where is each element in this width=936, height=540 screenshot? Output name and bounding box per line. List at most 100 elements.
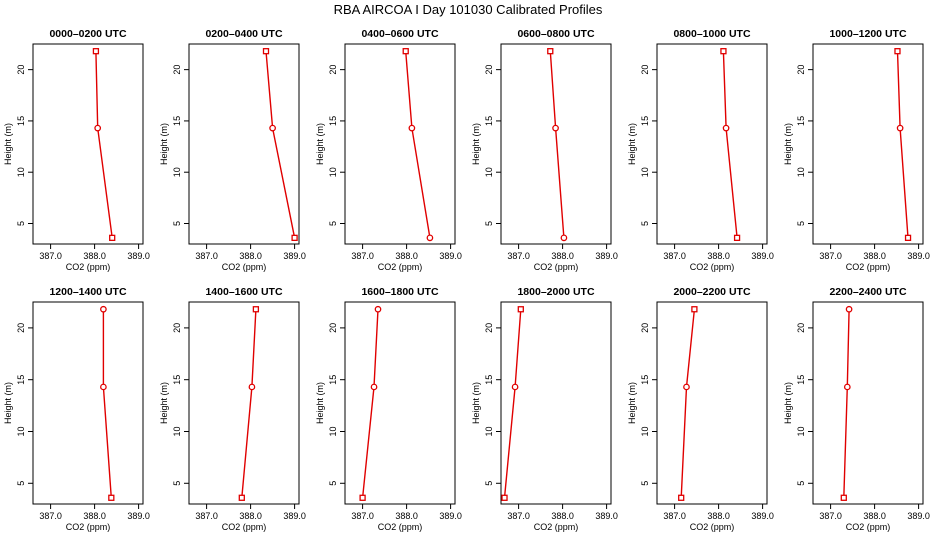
x-axis-label: CO2 (ppm) [66,522,111,532]
x-tick-label: 387.0 [39,251,62,261]
data-point [552,124,559,132]
x-tick-label: 387.0 [819,251,842,261]
y-tick-label: 10 [172,167,182,177]
y-tick-label: 10 [796,426,806,436]
panel-title: 1400–1600 UTC [205,286,282,298]
data-point [845,305,853,313]
y-axis-label: Height (m) [471,382,481,424]
x-tick-label: 389.0 [283,251,306,261]
y-tick-label: 20 [640,65,650,75]
y-tick-label: 10 [328,426,338,436]
x-tick-label: 389.0 [127,511,150,521]
data-point [894,48,901,55]
page-title: RBA AIRCOA I Day 101030 Calibrated Profi… [333,2,603,17]
y-tick-label: 15 [172,116,182,126]
x-tick-label: 388.0 [239,251,262,261]
plot-frame [32,301,144,505]
chart-panel: 1200–1400 UTC 387.0 388.0 389.0 CO2 (ppm) 5 10… [3,286,150,532]
y-tick-label: 5 [172,481,182,486]
y-tick-label: 15 [640,116,650,126]
y-tick-label: 5 [640,221,650,226]
x-tick-label: 388.0 [83,511,106,521]
y-tick-label: 5 [640,481,650,486]
panel-title: 2200–2400 UTC [829,286,906,298]
y-axis-label: Height (m) [471,123,481,165]
x-axis-label: CO2 (ppm) [534,262,579,272]
x-tick-label: 389.0 [595,251,618,261]
x-tick-label: 388.0 [83,251,106,261]
plot-frame [656,301,768,505]
data-point [359,494,366,501]
data-point [547,48,554,55]
data-point [248,383,256,391]
x-tick-label: 388.0 [551,251,574,261]
y-axis-label: Height (m) [627,123,637,165]
x-tick-label: 389.0 [907,511,930,521]
profile-line [241,309,257,498]
plot-frame [188,301,300,505]
panel-title: 1200–1400 UTC [49,286,126,298]
plot-frame [32,43,144,245]
y-tick-label: 20 [328,323,338,333]
x-axis-label: CO2 (ppm) [846,262,891,272]
plot-frame [500,43,612,245]
data-point [678,494,685,501]
y-tick-label: 20 [484,65,494,75]
x-tick-label: 388.0 [707,511,730,521]
x-tick-label: 387.0 [663,511,686,521]
data-point [722,124,730,132]
chart-panel: 1600–1800 UTC 387.0 388.0 389.0 CO2 (ppm) 5 10… [315,286,462,532]
profile-line [549,51,565,238]
y-tick-label: 15 [328,375,338,385]
profile-line [102,309,112,498]
plot-frame [344,43,456,245]
data-point [896,124,904,132]
y-tick-label: 10 [484,167,494,177]
data-point [720,48,727,55]
y-tick-label: 10 [484,426,494,436]
data-point [408,124,416,132]
y-axis-label: Height (m) [159,123,169,165]
y-tick-label: 10 [16,167,26,177]
data-point [100,383,107,391]
x-axis-label: CO2 (ppm) [378,522,423,532]
y-tick-label: 15 [484,375,494,385]
panel-title: 0600–0800 UTC [517,28,594,40]
chart-panel: 2200–2400 UTC 387.0 388.0 389.0 CO2 (ppm) 5 10… [783,286,930,532]
y-tick-label: 20 [16,323,26,333]
y-tick-label: 15 [172,375,182,385]
data-point [262,48,270,55]
y-tick-label: 10 [328,167,338,177]
y-axis-label: Height (m) [3,382,13,424]
x-tick-label: 388.0 [395,251,418,261]
x-tick-label: 387.0 [819,511,842,521]
panel-title: 1000–1200 UTC [829,28,906,40]
data-point [843,383,851,391]
data-point [402,48,409,55]
chart-panel: 0200–0400 UTC 387.0 388.0 389.0 CO2 (ppm) 5 10… [159,28,306,272]
data-point [370,383,378,391]
data-point [501,494,508,501]
y-axis-label: Height (m) [627,382,637,424]
x-tick-label: 389.0 [595,511,618,521]
x-tick-label: 387.0 [351,511,374,521]
data-point [426,234,434,242]
y-tick-label: 15 [16,375,26,385]
chart-panel: 0800–1000 UTC 387.0 388.0 389.0 CO2 (ppm) 5 10… [627,28,774,272]
x-tick-label: 388.0 [395,511,418,521]
profile-line [95,51,113,238]
y-tick-label: 5 [328,221,338,226]
x-tick-label: 388.0 [551,511,574,521]
plot-frame [188,43,300,245]
profile-line [896,51,909,238]
profile-line [361,309,379,498]
data-point [840,494,847,501]
data-point [94,124,102,132]
plot-frame [500,301,612,505]
x-tick-label: 389.0 [127,251,150,261]
panel-title: 2000–2200 UTC [673,286,750,298]
chart-panel: 2000–2200 UTC 387.0 388.0 389.0 CO2 (ppm) 5 10… [627,286,774,532]
y-tick-label: 5 [796,221,806,226]
y-tick-label: 15 [16,116,26,126]
